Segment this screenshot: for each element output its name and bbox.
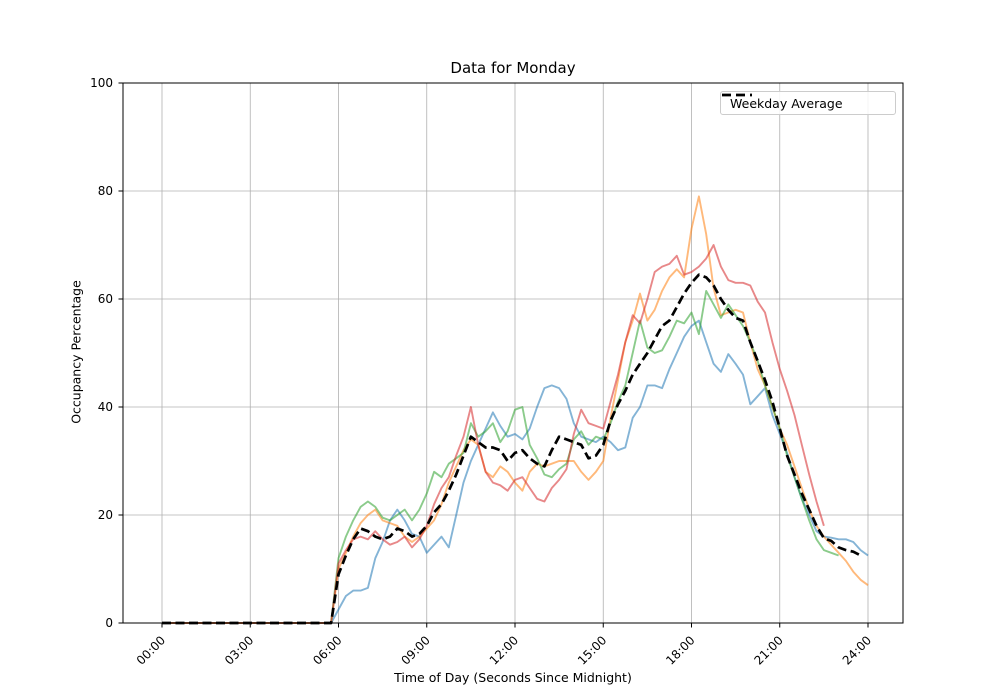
y-axis-label: Occupancy Percentage [68, 280, 84, 424]
legend-dashed-line-swatch [722, 93, 752, 97]
x-tick-label: 03:00 [222, 633, 256, 667]
legend: Weekday Average [720, 91, 896, 115]
series-line-4 [162, 273, 862, 625]
x-tick-label: 21:00 [752, 633, 786, 667]
x-tick-label: 18:00 [663, 633, 697, 667]
y-tick-label: 60 [98, 292, 113, 306]
x-tick-label: 06:00 [310, 633, 344, 667]
x-tick-label: 12:00 [487, 633, 521, 667]
x-tick-label: 24:00 [840, 633, 874, 667]
x-tick-label: 00:00 [134, 633, 168, 667]
plot-frame [122, 82, 904, 624]
x-tick-label: 15:00 [575, 633, 609, 667]
legend-label: Weekday Average [730, 95, 843, 111]
y-tick-label: 0 [105, 616, 113, 630]
y-tick-label: 20 [98, 508, 113, 522]
y-tick-label: 100 [90, 76, 113, 90]
y-tick-label: 40 [98, 400, 113, 414]
x-axis-label: Time of Day (Seconds Since Midnight) [394, 670, 632, 685]
x-tick-label: 09:00 [399, 633, 433, 667]
chart-title: Data for Monday [450, 59, 576, 77]
y-tick-label: 80 [98, 184, 113, 198]
series-line-2 [162, 289, 839, 624]
series-line-3 [162, 244, 825, 624]
